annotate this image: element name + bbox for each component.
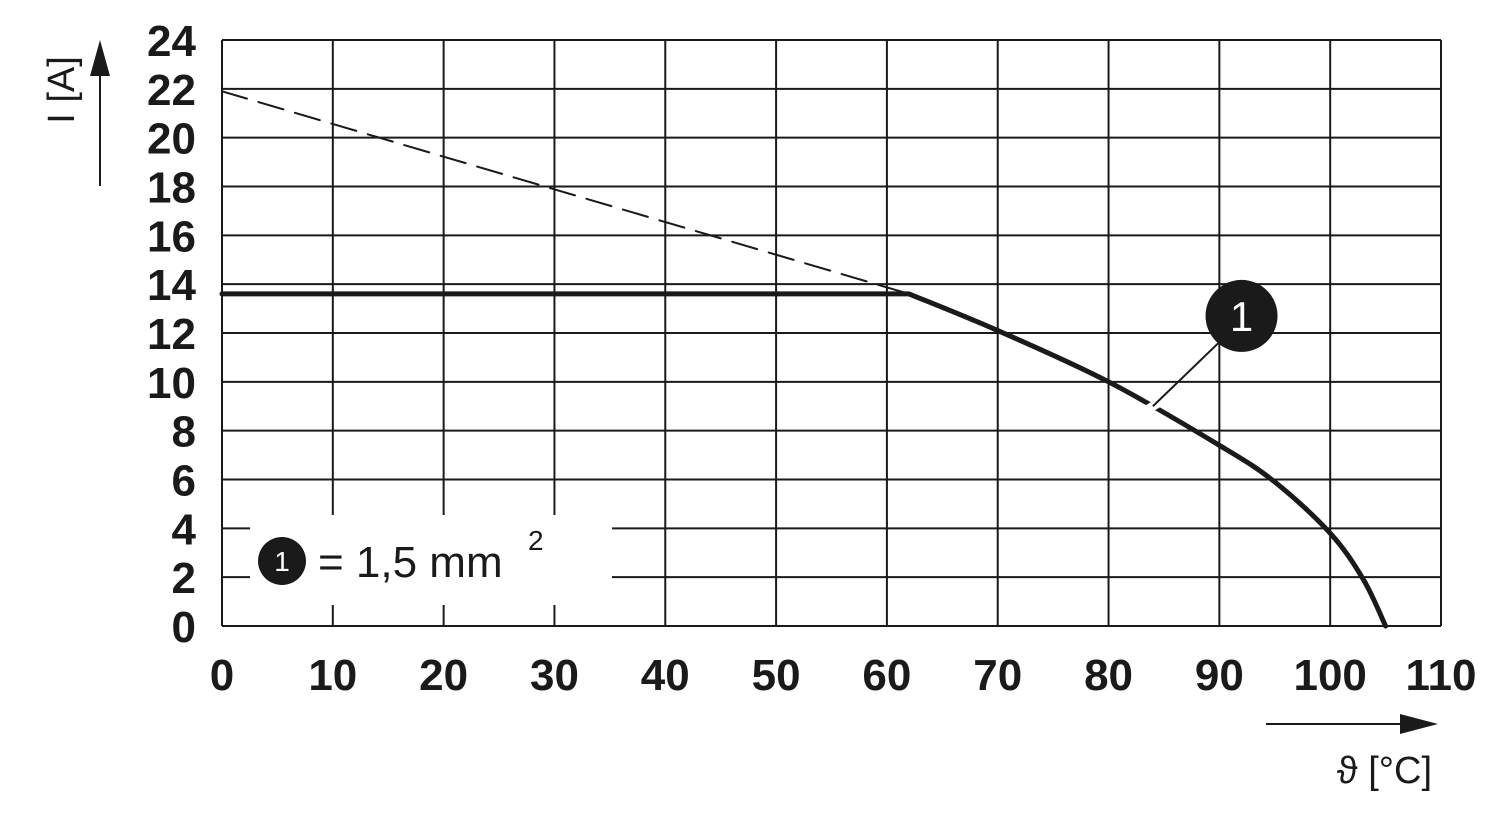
series-marker: 1 (1145, 279, 1278, 414)
y-tick-label: 16 (147, 212, 196, 261)
x-tick-label: 90 (1195, 651, 1244, 700)
x-tick-label: 60 (862, 651, 911, 700)
x-tick-label: 50 (752, 651, 801, 700)
series-group (219, 90, 1389, 629)
y-tick-label: 22 (147, 66, 196, 115)
x-axis-label-group: ϑ [°C] (1266, 714, 1438, 792)
y-tick-label: 0 (172, 603, 196, 652)
legend-marker-circle (258, 537, 306, 585)
y-tick-label: 12 (147, 310, 196, 359)
series-line-dashed (221, 90, 911, 295)
y-axis-arrow-head (90, 40, 110, 76)
y-tick-label: 4 (172, 505, 197, 554)
y-axis-label: I [A] (41, 56, 83, 124)
y-tick-label: 8 (172, 408, 196, 457)
x-axis-arrow-head (1400, 714, 1438, 734)
x-tick-label: 70 (973, 651, 1022, 700)
y-tick-label: 6 (172, 457, 196, 506)
x-tick-label: 10 (308, 651, 357, 700)
x-tick-label: 100 (1293, 651, 1366, 700)
y-tick-label: 18 (147, 164, 196, 213)
x-tick-labels: 0 10 20 30 40 50 60 70 80 90 100 110 (210, 651, 1477, 700)
legend-superscript: 2 (528, 525, 544, 556)
x-axis-label: ϑ [°C] (1337, 750, 1432, 792)
marker-leader-line (1152, 341, 1221, 407)
series-line-solid (219, 291, 1389, 629)
x-tick-label: 30 (530, 651, 579, 700)
y-tick-label: 14 (147, 261, 196, 310)
y-axis-label-group: I [A] (41, 40, 110, 186)
y-tick-label: 10 (147, 359, 196, 408)
x-tick-label: 40 (641, 651, 690, 700)
y-tick-label: 2 (172, 554, 196, 603)
marker-label: 1 (1230, 293, 1253, 340)
legend-text: = 1,5 mm (318, 538, 503, 587)
x-tick-label: 110 (1406, 651, 1477, 700)
legend-marker-label: 1 (274, 546, 290, 577)
x-tick-label: 0 (210, 651, 234, 700)
y-tick-label: 20 (147, 115, 196, 164)
marker-circle (1205, 279, 1278, 352)
legend: 1 = 1,5 mm 2 (258, 525, 544, 587)
x-tick-label: 20 (419, 651, 468, 700)
y-tick-label: 24 (147, 17, 196, 66)
x-tick-label: 80 (1084, 651, 1133, 700)
